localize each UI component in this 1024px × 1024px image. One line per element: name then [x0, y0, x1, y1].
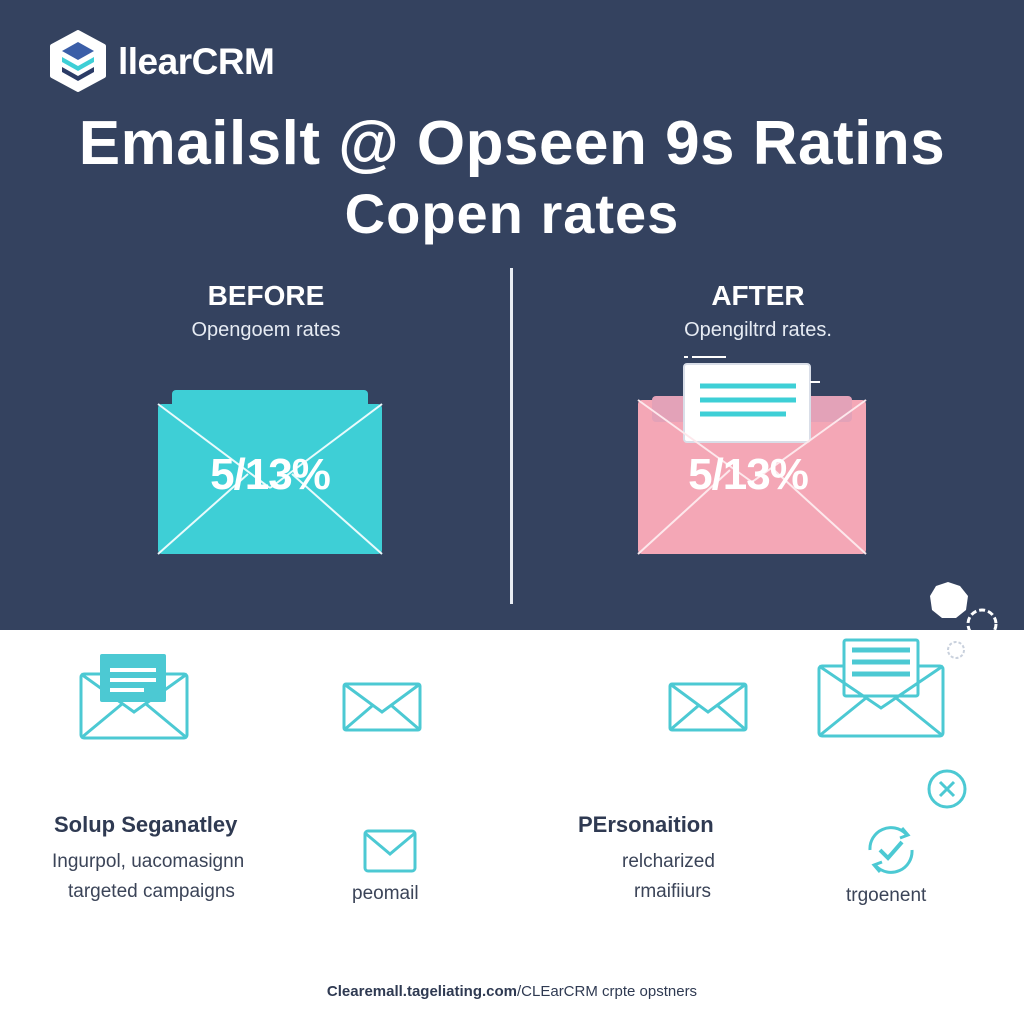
- before-open-rate: 5/13%: [210, 450, 331, 499]
- envelope-icon: [342, 682, 422, 732]
- feature-engagement-label: trgoenent: [846, 885, 927, 906]
- feature-segmentation-line2: targeted campaigns: [68, 881, 235, 902]
- close-circle-icon: [927, 769, 967, 809]
- footer: Clearemall.tageliating.com/CLEarCRM crpt…: [0, 982, 1024, 1002]
- before-subheading: Opengoem rates: [191, 319, 341, 341]
- envelope-letter-icon: [817, 638, 945, 738]
- feature-segmentation-title: Solup Seganatley: [54, 812, 238, 837]
- footer-text: /CLEarCRM crpte opstners: [517, 983, 698, 1000]
- feature-email-label: peomail: [352, 883, 419, 904]
- logo-icon: [50, 30, 106, 92]
- feature-personalization-title: PErsonaition: [578, 812, 714, 837]
- feature-segmentation-line1: Ingurpol, uacomasignn: [52, 851, 245, 872]
- before-envelope-icon: [157, 390, 383, 555]
- after-subheading: Opengiltrd rates.: [684, 319, 832, 341]
- after-heading: AFTER: [711, 280, 805, 311]
- check-refresh-icon: [868, 826, 914, 874]
- envelope-icon: [668, 682, 748, 732]
- envelope-icon: [363, 829, 417, 873]
- feature-personalization-line1: relcharized: [622, 851, 715, 872]
- envelope-letter-icon: [79, 654, 189, 740]
- footer-domain[interactable]: Clearemall.tageliating.com: [326, 983, 517, 1000]
- header-panel: llearCRM Emailslt @ Opseen 9s Ratins Cop…: [0, 0, 1024, 630]
- after-open-rate: 5/13%: [688, 450, 809, 499]
- before-heading: BEFORE: [207, 280, 325, 311]
- column-divider: [510, 268, 513, 604]
- brand-name: llearCRM: [118, 41, 275, 82]
- after-envelope-letter-icon: [637, 356, 867, 555]
- page-subtitle: Copen rates: [344, 182, 680, 245]
- gear-icon: [930, 582, 998, 659]
- feature-personalization-line2: rmaifiiurs: [634, 881, 712, 902]
- page-title: Emailslt @ Opseen 9s Ratins: [78, 109, 946, 178]
